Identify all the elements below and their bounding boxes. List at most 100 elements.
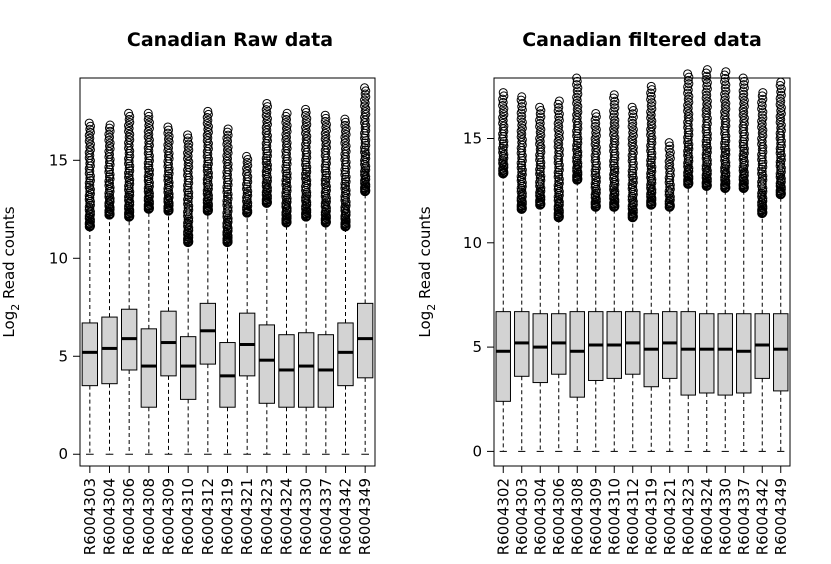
- outlier-point: [535, 165, 545, 175]
- box-R6004324: [699, 65, 715, 452]
- outlier-point: [302, 176, 312, 186]
- outlier-point: [590, 121, 600, 131]
- outlier-point: [609, 118, 619, 128]
- iqr-box: [699, 313, 715, 394]
- outlier-point: [243, 186, 253, 196]
- outlier-point: [203, 116, 213, 126]
- x-tick-label: R6004342: [753, 478, 771, 555]
- outlier-point: [591, 172, 601, 182]
- outlier-point: [739, 144, 749, 154]
- outlier-point: [85, 133, 95, 143]
- outlier-point: [301, 192, 311, 202]
- outlier-point: [281, 175, 291, 185]
- iqr-box: [337, 322, 354, 387]
- outlier-point: [554, 197, 564, 207]
- outlier-point: [775, 157, 785, 167]
- outlier-point: [124, 124, 134, 134]
- outlier-point: [340, 120, 350, 130]
- outlier-point: [572, 140, 582, 150]
- outlier-point: [105, 120, 115, 130]
- box-R6004337: [736, 73, 752, 452]
- iqr-box: [199, 302, 217, 365]
- y-tick-label: 10: [49, 249, 68, 267]
- x-tick-label: R6004306: [120, 478, 138, 555]
- outlier-point: [665, 141, 675, 151]
- outlier-point: [184, 145, 194, 155]
- outlier-point: [701, 93, 711, 103]
- outlier-point: [610, 186, 620, 196]
- outlier-point: [591, 118, 601, 128]
- outlier-point: [572, 86, 582, 96]
- outlier-point: [572, 80, 582, 90]
- outlier-point: [683, 88, 693, 98]
- outlier-point: [738, 150, 748, 160]
- outlier-point: [498, 107, 508, 117]
- outlier-point: [665, 150, 675, 160]
- box-R6004342: [754, 88, 770, 452]
- outlier-point: [223, 130, 233, 140]
- x-tick-label: R6004337: [735, 478, 753, 555]
- outlier-point: [281, 118, 291, 128]
- box-R6004308: [140, 108, 158, 455]
- outlier-point: [609, 169, 619, 179]
- outlier-point: [498, 97, 508, 107]
- outlier-point: [163, 128, 173, 138]
- outlier-point: [320, 198, 330, 208]
- outlier-point: [282, 114, 291, 124]
- outlier-point: [105, 126, 115, 136]
- outlier-point: [517, 92, 527, 102]
- outlier-point: [261, 153, 271, 163]
- box-R6004304: [101, 120, 118, 455]
- x-tick-label: R6004324: [278, 478, 296, 555]
- outlier-point: [646, 94, 656, 104]
- outlier-point: [517, 102, 527, 112]
- outlier-point: [144, 123, 154, 133]
- iqr-box: [140, 328, 158, 408]
- box-R6004308: [569, 73, 585, 452]
- outlier-point: [84, 178, 94, 188]
- x-tick-label: R6004304: [101, 478, 119, 555]
- outlier-point: [683, 94, 693, 104]
- outlier-point: [757, 91, 767, 101]
- outlier-point: [281, 199, 291, 209]
- outlier-point: [144, 188, 154, 198]
- outlier-point: [143, 108, 153, 118]
- outlier-point: [757, 122, 767, 132]
- y-tick-label: 15: [49, 151, 68, 169]
- outlier-point: [776, 150, 786, 160]
- outlier-point: [84, 202, 94, 212]
- box-R6004323: [258, 98, 276, 455]
- outlier-point: [739, 98, 749, 108]
- outlier-point: [610, 163, 620, 173]
- y-axis-label-base: Log: [0, 311, 18, 338]
- box-R6004309: [588, 108, 604, 452]
- outlier-point: [535, 188, 545, 198]
- outlier-point: [590, 166, 600, 176]
- outlier-point: [321, 113, 331, 123]
- outlier-point: [321, 122, 331, 132]
- outlier-point: [202, 161, 212, 171]
- outlier-point: [739, 101, 749, 111]
- outlier-point: [701, 149, 711, 159]
- x-tick-label: R6004302: [494, 478, 512, 555]
- box-R6004342: [337, 114, 354, 455]
- box-R6004330: [297, 104, 315, 455]
- outlier-point: [628, 112, 638, 122]
- outlier-point: [261, 178, 271, 188]
- box-R6004303: [514, 92, 530, 452]
- outlier-point: [163, 194, 173, 204]
- outlier-point: [301, 111, 311, 121]
- outlier-point: [628, 109, 638, 119]
- outlier-point: [183, 133, 193, 143]
- outlier-point: [183, 195, 193, 205]
- outlier-point: [124, 108, 134, 118]
- outlier-point: [738, 92, 748, 102]
- outlier-point: [627, 180, 637, 190]
- iqr-box: [101, 316, 118, 385]
- outlier-point: [684, 97, 694, 107]
- box-R6004302: [495, 88, 511, 452]
- outlier-point: [223, 214, 233, 224]
- x-tick-label: R6004330: [716, 478, 734, 555]
- outlier-point: [499, 110, 509, 120]
